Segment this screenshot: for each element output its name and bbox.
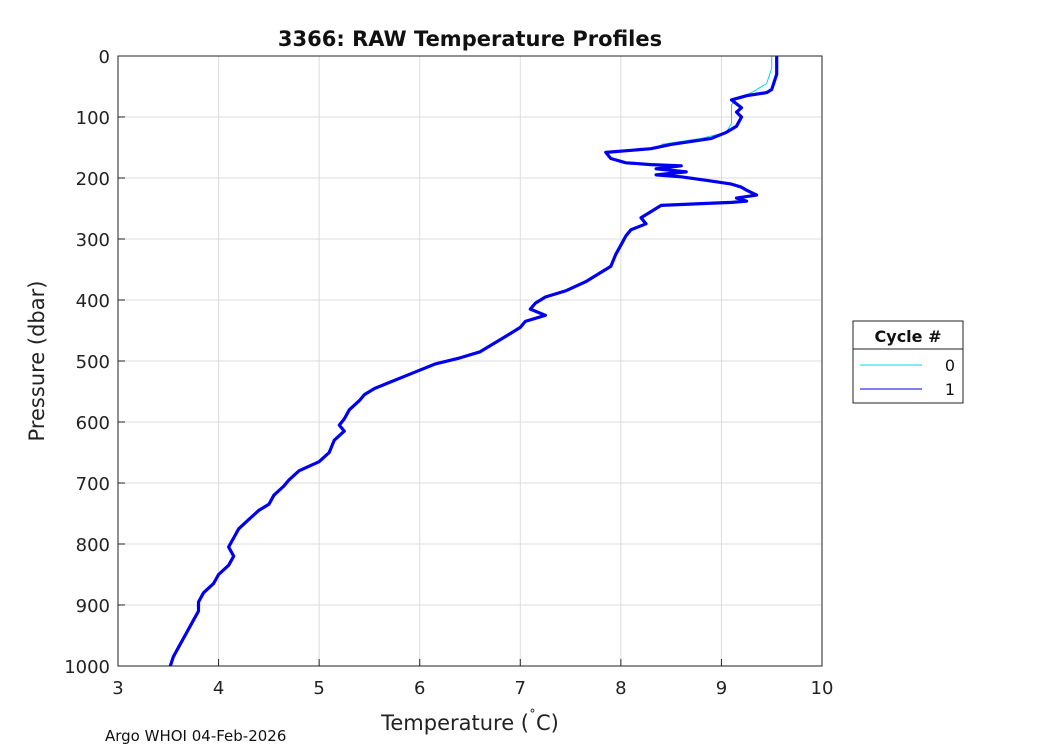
x-tick-label: 5	[313, 678, 324, 699]
y-tick-label: 1000	[64, 657, 110, 678]
y-tick-label: 400	[76, 291, 110, 312]
plot-frame	[117, 55, 823, 667]
legend-label-cycle-1: 1	[945, 380, 955, 399]
y-tick-label: 900	[76, 596, 110, 617]
x-tick-label: 7	[515, 678, 526, 699]
y-tick-label: 600	[76, 413, 110, 434]
y-tick-label: 800	[76, 535, 110, 556]
legend: Cycle # 0 1	[852, 320, 964, 404]
degree-symbol: ˚	[529, 708, 536, 725]
x-axis-label: Temperature (˚C)	[380, 708, 559, 735]
y-tick-label: 700	[76, 474, 110, 495]
legend-title: Cycle #	[875, 327, 942, 346]
x-tick-labels: 3 4 5 6 7 8 9 10	[112, 678, 833, 699]
x-tick-label: 10	[811, 678, 834, 699]
x-tick-label: 4	[213, 678, 224, 699]
y-tick-label: 300	[76, 230, 110, 251]
chart-title: 3366: RAW Temperature Profiles	[278, 27, 662, 51]
y-tick-labels: 0 100 200 300 400 500 600 700 800 900 1000	[64, 47, 110, 678]
y-tick-label: 0	[99, 47, 110, 68]
y-tick-label: 500	[76, 352, 110, 373]
x-tick-label: 9	[716, 678, 727, 699]
footer-credit: Argo WHOI 04-Feb-2026	[105, 727, 286, 745]
x-tick-label: 3	[112, 678, 123, 699]
x-tick-label: 6	[414, 678, 425, 699]
x-tick-label: 8	[615, 678, 626, 699]
legend-label-cycle-0: 0	[945, 356, 955, 375]
series-lines	[168, 56, 779, 667]
y-tick-label: 100	[76, 108, 110, 129]
y-tick-label: 200	[76, 169, 110, 190]
series-line-cycle-1	[168, 56, 779, 667]
y-axis-label: Pressure (dbar)	[25, 281, 49, 442]
